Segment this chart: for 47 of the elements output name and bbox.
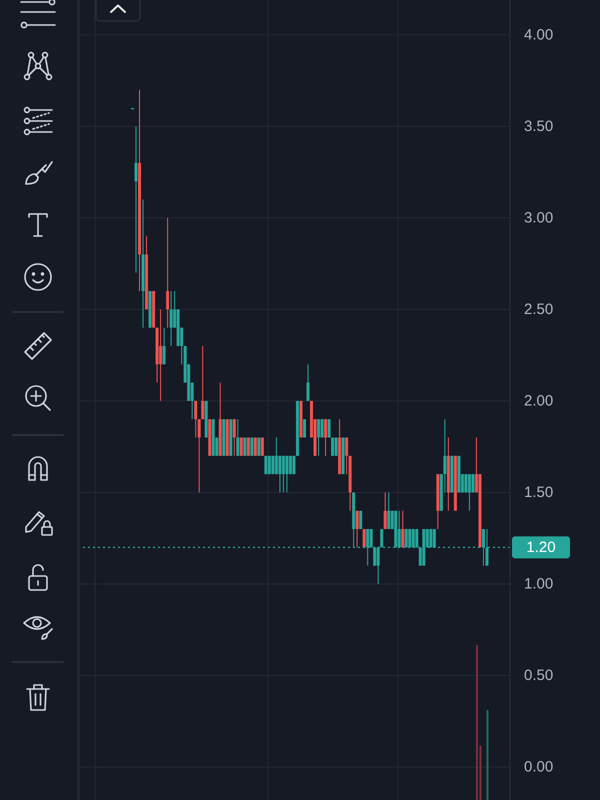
- candlestick: [282, 455, 285, 493]
- candlestick: [166, 217, 170, 328]
- candlestick: [250, 437, 254, 456]
- candlestick: [384, 492, 387, 530]
- candlestick: [285, 455, 288, 493]
- candlestick: [194, 400, 198, 438]
- candlestick: [170, 290, 173, 346]
- candlestick: [331, 437, 334, 456]
- candlestick: [243, 437, 246, 456]
- candlestick: [240, 437, 243, 456]
- ref-line-label: 1.20: [526, 538, 556, 556]
- candlestick: [320, 418, 324, 438]
- candlestick: [201, 345, 204, 420]
- candlestick: [236, 418, 240, 456]
- candlestick: [362, 528, 366, 548]
- y-tick-label: 0.50: [524, 667, 554, 684]
- y-tick-label: 1.00: [524, 575, 554, 592]
- candlestick: [401, 510, 404, 548]
- y-tick-label: 1.50: [524, 484, 554, 501]
- candlestick: [356, 510, 359, 548]
- y-tick-label: 4.00: [524, 26, 554, 44]
- candlestick: [306, 364, 310, 402]
- candlestick: [302, 418, 306, 438]
- y-tick-label: 3.50: [524, 118, 554, 135]
- candlestick: [198, 418, 201, 493]
- candlestick: [254, 437, 257, 456]
- candlestick: [159, 308, 162, 402]
- y-tick-label: 2.00: [524, 392, 554, 410]
- candlestick: [464, 474, 468, 493]
- candlestick: [334, 437, 338, 456]
- candlestick: [317, 418, 320, 456]
- candlestick: [278, 455, 282, 493]
- y-tick-label: 2.50: [524, 300, 554, 318]
- candlestick: [246, 437, 250, 456]
- candlestick: [134, 126, 138, 274]
- y-tick-label: 3.00: [524, 209, 554, 226]
- candlestick: [232, 418, 236, 456]
- candlestick: [387, 492, 390, 530]
- candlestick: [328, 418, 331, 438]
- candlestick: [324, 418, 328, 456]
- candlestick: [257, 437, 260, 456]
- candlestick: [274, 437, 278, 475]
- candlestick: [468, 474, 471, 512]
- y-tick-label: 0.00: [524, 758, 554, 776]
- candlestick: [260, 437, 264, 456]
- candlestick: [471, 474, 474, 493]
- candlestick: [162, 327, 166, 365]
